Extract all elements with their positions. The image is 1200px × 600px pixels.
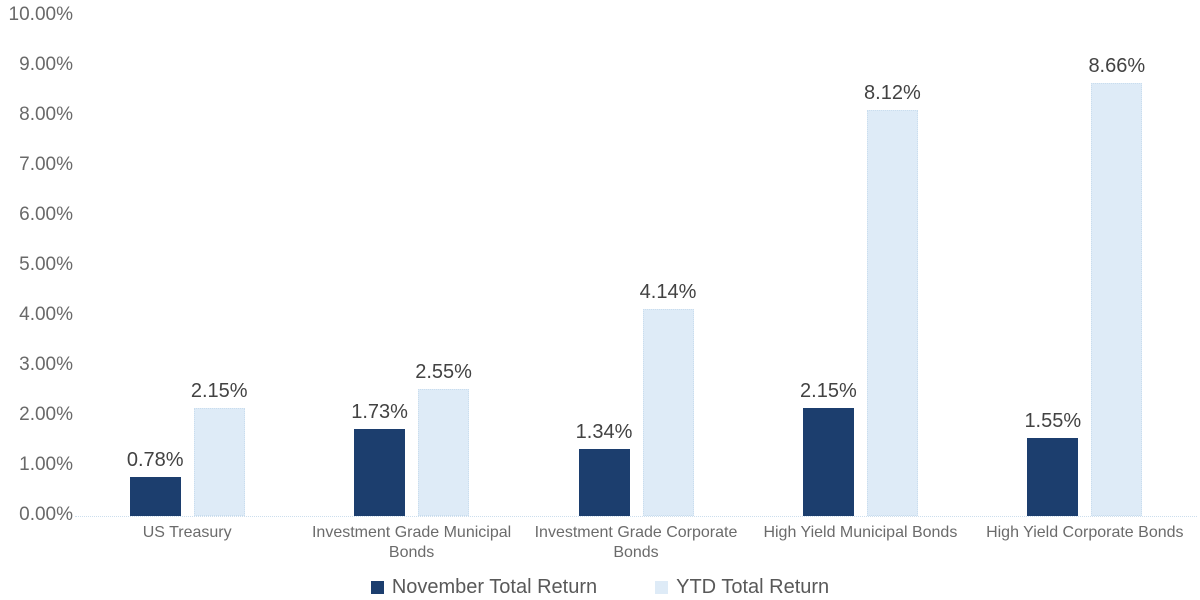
bar-ytd-2: [642, 309, 694, 516]
x-axis-category-label: High Yield Corporate Bonds: [986, 524, 1184, 541]
bar-value-label: 0.78%: [126, 449, 184, 471]
bar-november-1: [354, 429, 406, 516]
y-axis-tick-label: 8.00%: [19, 104, 73, 125]
bar-november-0: [129, 477, 181, 516]
y-axis-tick-label: 0.00%: [19, 504, 73, 525]
bar-ytd-0: [193, 408, 245, 516]
bar-value-label: 2.55%: [415, 361, 472, 383]
y-axis-tick-label: 7.00%: [19, 154, 73, 175]
legend: November Total Return YTD Total Return: [0, 576, 1200, 599]
y-axis-tick-label: 2.00%: [19, 404, 73, 425]
y-axis-tick-label: 5.00%: [19, 254, 73, 275]
bar-ytd-3: [866, 110, 918, 516]
x-axis-category-label: Investment Grade Municipal Bonds: [311, 524, 512, 561]
legend-label: YTD Total Return: [676, 576, 830, 598]
legend-swatch-icon: [655, 581, 669, 594]
y-axis-tick-label: 6.00%: [19, 204, 73, 225]
bar-value-label: 1.73%: [351, 401, 408, 423]
x-axis-category-label: Investment Grade Corporate Bonds: [534, 524, 738, 561]
bar-value-label: 8.66%: [1088, 55, 1146, 77]
x-axis-category-label: High Yield Municipal Bonds: [763, 524, 958, 541]
y-axis-tick-label: 9.00%: [19, 54, 73, 75]
bar-ytd-4: [1091, 83, 1143, 516]
y-axis-tick-label: 10.00%: [8, 4, 73, 25]
y-axis-tick-label: 3.00%: [19, 354, 73, 375]
x-axis-baseline: [75, 516, 1197, 517]
y-axis-tick-label: 1.00%: [19, 454, 73, 475]
legend-swatch-icon: [370, 581, 384, 594]
bar-ytd-1: [418, 389, 470, 516]
bar-value-label: 2.15%: [190, 380, 248, 402]
bar-november-4: [1027, 438, 1079, 516]
bar-november-3: [802, 408, 854, 516]
bar-november-2: [578, 449, 630, 516]
bar-value-label: 1.55%: [1024, 410, 1082, 432]
x-axis-category-label: US Treasury: [142, 524, 232, 541]
legend-label: November Total Return: [391, 576, 598, 598]
bar-value-label: 1.34%: [575, 421, 633, 443]
bar-value-label: 2.15%: [800, 380, 857, 402]
bar-value-label: 4.14%: [639, 281, 697, 303]
y-axis-tick-label: 4.00%: [19, 304, 73, 325]
bar-value-label: 8.12%: [864, 82, 921, 104]
legend-item-ytd: YTD Total Return: [655, 576, 829, 599]
legend-item-november: November Total Return: [370, 576, 598, 599]
